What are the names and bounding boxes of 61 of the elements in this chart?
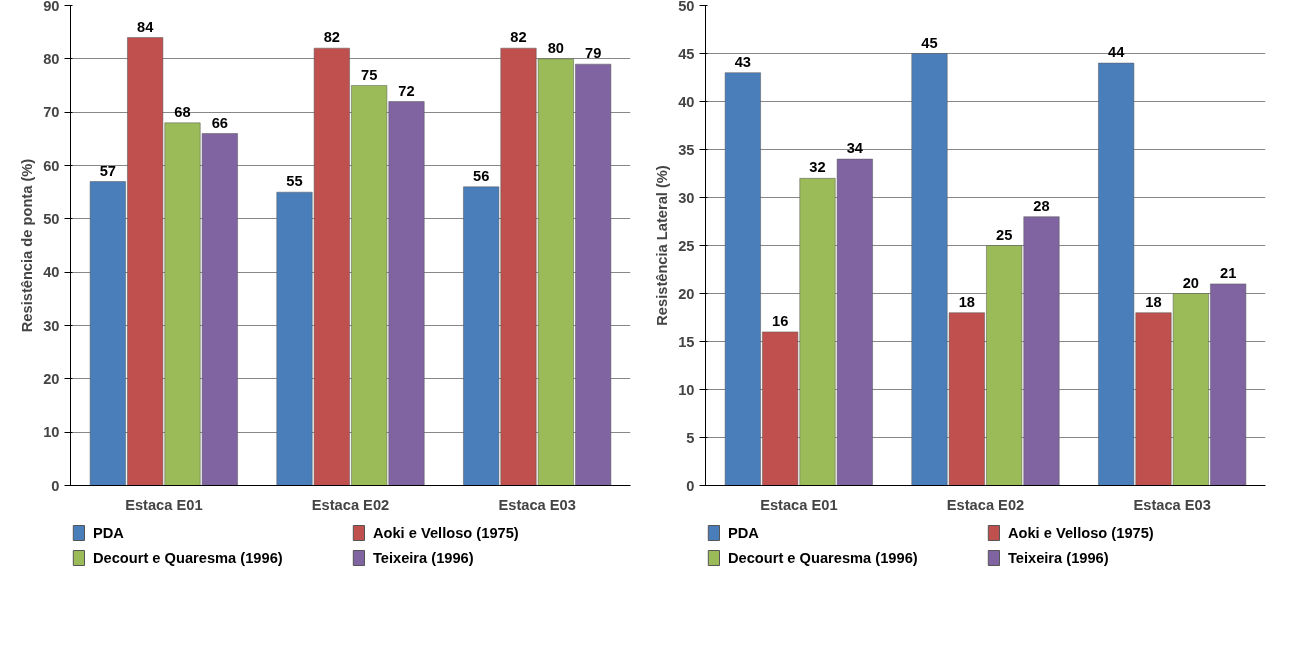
data-label: 79 [585, 45, 602, 62]
y-tick-label: 10 [43, 424, 60, 441]
y-tick-label: 30 [678, 189, 695, 206]
data-label: 82 [510, 29, 527, 46]
y-tick-label: 0 [686, 477, 695, 494]
y-tick-label: 50 [678, 0, 695, 14]
y-tick-label: 20 [43, 370, 60, 387]
data-label: 25 [996, 226, 1013, 243]
data-label: 21 [1220, 264, 1237, 281]
y-tick-label: 90 [43, 0, 60, 14]
y-tick-label: 10 [678, 381, 695, 398]
legend-label: Aoki e Velloso (1975) [372, 525, 519, 541]
legend-label: Decourt e Quaresma (1996) [92, 550, 283, 566]
data-label: 44 [1108, 44, 1126, 61]
legend-label: Aoki e Velloso (1975) [1007, 525, 1154, 541]
y-tick-label: 80 [43, 50, 60, 67]
data-label: 80 [547, 39, 564, 56]
y-tick-label: 5 [686, 429, 695, 446]
data-label: 18 [1145, 293, 1162, 310]
y-axis-title: Resistência Lateral (%) [654, 165, 671, 326]
x-tick-label: Estaca E02 [311, 496, 390, 513]
data-label: 84 [137, 18, 155, 35]
data-label: 68 [174, 103, 191, 120]
y-tick-label: 40 [43, 264, 60, 281]
legend-label: Teixeira (1996) [1007, 550, 1109, 566]
data-label: 32 [809, 159, 826, 176]
data-label: 82 [323, 29, 340, 46]
x-tick-label: Estaca E01 [760, 496, 838, 513]
y-axis-title: Resistência de ponta (%) [19, 158, 36, 333]
data-label: 55 [286, 173, 303, 190]
y-tick-label: 35 [678, 141, 695, 158]
y-tick-label: 25 [678, 237, 695, 254]
x-tick-label: Estaca E02 [946, 496, 1025, 513]
data-label: 56 [473, 167, 490, 184]
y-tick-label: 50 [43, 210, 60, 227]
y-tick-label: 15 [678, 333, 695, 350]
data-label: 34 [846, 140, 864, 157]
y-tick-label: 40 [678, 93, 695, 110]
data-label: 66 [211, 114, 228, 131]
data-label: 20 [1182, 274, 1199, 291]
legend-label: PDA [727, 525, 760, 541]
x-tick-label: Estaca E01 [125, 496, 203, 513]
x-tick-label: Estaca E03 [1133, 496, 1211, 513]
data-label: 45 [921, 34, 938, 51]
y-tick-label: 20 [678, 285, 695, 302]
data-label: 28 [1033, 197, 1050, 214]
data-label: 75 [361, 66, 378, 83]
x-tick-label: Estaca E03 [498, 496, 576, 513]
data-label: 16 [772, 312, 789, 329]
legend-label: Decourt e Quaresma (1996) [727, 550, 918, 566]
legend-label: Teixeira (1996) [372, 550, 474, 566]
legend-label: PDA [92, 525, 125, 541]
data-label: 57 [99, 162, 116, 179]
data-label: 43 [734, 53, 751, 70]
data-label: 18 [958, 293, 975, 310]
y-tick-label: 60 [43, 157, 60, 174]
y-tick-label: 0 [51, 477, 60, 494]
y-tick-label: 70 [43, 104, 60, 121]
y-tick-label: 45 [678, 45, 695, 62]
y-tick-label: 30 [43, 317, 60, 334]
data-label: 72 [398, 82, 415, 99]
